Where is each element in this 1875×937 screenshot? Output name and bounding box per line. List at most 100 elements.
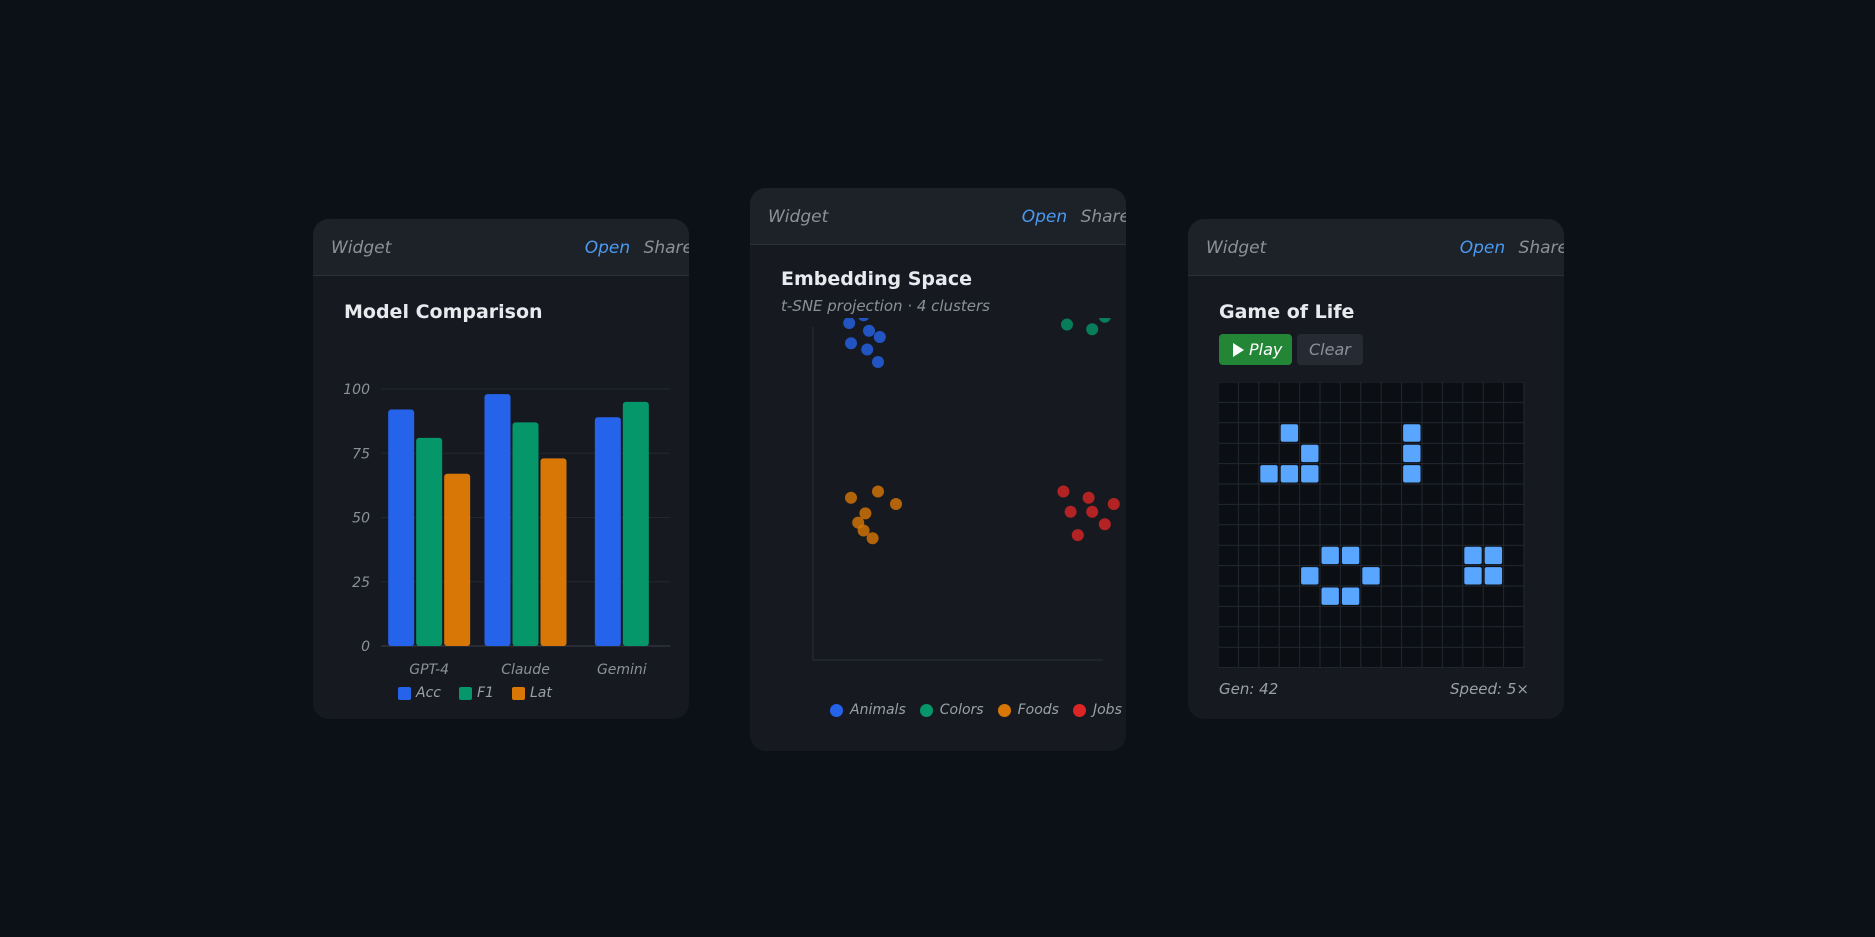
scatter-point — [1082, 491, 1095, 504]
live-cell[interactable] — [1301, 465, 1319, 483]
y-tick-label: 100 — [343, 382, 370, 398]
live-cell[interactable] — [1321, 587, 1339, 605]
chart-title: Model Comparison — [344, 301, 543, 323]
x-tick-label: Claude — [501, 662, 550, 678]
card-header: Widget Open Share — [1188, 219, 1564, 276]
bar — [512, 422, 539, 646]
share-link[interactable]: Share — [1518, 238, 1564, 258]
scatter-point — [873, 331, 886, 344]
share-link[interactable]: Share — [643, 238, 689, 258]
scatter-point — [872, 485, 884, 498]
legend-item: Jobs — [1072, 702, 1122, 718]
open-link[interactable]: Open — [584, 238, 631, 258]
scatter-point — [1098, 318, 1111, 323]
live-cell[interactable] — [1484, 546, 1503, 565]
x-tick-label: Gemini — [597, 662, 647, 678]
legend-swatch — [919, 703, 933, 717]
card-header: Widget Open Share — [750, 188, 1126, 245]
scatter-point — [1107, 497, 1120, 510]
share-link[interactable]: Share — [1080, 207, 1126, 227]
legend-swatch — [1072, 703, 1086, 717]
scatter-point — [843, 318, 856, 329]
bar — [444, 473, 471, 646]
legend-swatch — [830, 703, 843, 717]
scatter-point — [858, 318, 869, 322]
open-link[interactable]: Open — [1021, 207, 1068, 227]
y-tick-label: 50 — [352, 511, 370, 527]
bar — [622, 401, 649, 646]
model-comparison-card: Widget Open Share Model Comparison 0 25 50… — [313, 219, 689, 719]
legend-label: Acc — [416, 685, 441, 701]
bar-chart: 0 25 50 75 100 GPT-4 Claude Gemini — [343, 382, 670, 678]
play-button[interactable]: Play — [1219, 334, 1293, 365]
y-tick-label: 0 — [361, 639, 370, 655]
speed-indicator: Speed: 5× — [1450, 680, 1529, 698]
live-cell[interactable] — [1403, 424, 1421, 442]
scatter-point — [1071, 529, 1084, 542]
live-cell[interactable] — [1484, 567, 1503, 585]
legend-item: F1 — [458, 685, 494, 701]
bar — [594, 417, 621, 646]
legend-swatch — [458, 686, 472, 700]
live-cell[interactable] — [1362, 567, 1380, 585]
scatter-point — [845, 337, 857, 350]
scatter-legend: Animals Colors Foods Jobs — [830, 702, 1122, 718]
scatter-point — [872, 356, 884, 368]
legend-label: Jobs — [1092, 702, 1122, 718]
legend-item: Acc — [398, 685, 441, 701]
scatter-point — [1064, 505, 1077, 518]
legend-item: Animals — [830, 702, 906, 718]
live-cell[interactable] — [1260, 465, 1278, 483]
live-cell[interactable] — [1280, 424, 1299, 442]
legend-label: Animals — [850, 702, 906, 718]
legend-swatch — [997, 703, 1011, 717]
live-cell[interactable] — [1321, 546, 1339, 565]
legend-label: F1 — [476, 685, 494, 701]
card-header: Widget Open Share — [313, 219, 689, 276]
scatter-point — [1098, 518, 1111, 531]
x-tick-label: GPT-4 — [409, 662, 449, 678]
clear-button[interactable]: Clear — [1297, 334, 1363, 365]
live-cell[interactable] — [1280, 465, 1299, 483]
scatter-point — [857, 524, 870, 537]
play-button-label: Play — [1249, 340, 1283, 359]
embedding-space-card: Widget Open Share Embedding Space t-SNE … — [750, 188, 1126, 751]
bar — [540, 458, 567, 646]
legend-item: Foods — [997, 702, 1059, 718]
live-cell[interactable] — [1464, 546, 1482, 565]
scatter-point — [890, 497, 902, 510]
game-title: Game of Life — [1219, 301, 1355, 323]
y-tick-label: 75 — [352, 446, 370, 462]
live-cell[interactable] — [1301, 567, 1319, 585]
legend-label: Foods — [1017, 702, 1059, 718]
live-cell[interactable] — [1341, 546, 1360, 565]
bar — [484, 394, 511, 646]
widget-label: Widget — [331, 238, 392, 258]
widget-label: Widget — [768, 207, 829, 227]
scatter-point — [863, 324, 875, 337]
live-cell[interactable] — [1301, 444, 1319, 463]
open-link[interactable]: Open — [1459, 238, 1506, 258]
scatter-point — [1086, 505, 1099, 518]
widget-label: Widget — [1206, 238, 1267, 258]
scatter-point — [845, 491, 857, 504]
scatter-point — [859, 507, 872, 520]
live-cell[interactable] — [1403, 465, 1421, 483]
scatter-plot — [812, 318, 1120, 661]
scatter-point — [1061, 318, 1073, 331]
chart-subtitle: t-SNE projection · 4 clusters — [781, 297, 990, 315]
bar-chart-legend: Acc F1 Lat — [398, 685, 552, 701]
life-grid[interactable] — [1218, 382, 1532, 668]
chart-title: Embedding Space — [781, 268, 972, 290]
legend-item: Colors — [919, 702, 984, 718]
live-cell[interactable] — [1341, 587, 1360, 605]
legend-item: Lat — [511, 685, 552, 701]
scatter-point — [866, 532, 879, 545]
live-cell[interactable] — [1403, 444, 1421, 463]
bar — [388, 409, 415, 646]
live-cell[interactable] — [1464, 567, 1482, 585]
legend-label: Lat — [529, 685, 552, 701]
generation-counter: Gen: 42 — [1219, 680, 1279, 698]
legend-label: Colors — [939, 702, 984, 718]
play-icon — [1233, 343, 1244, 357]
